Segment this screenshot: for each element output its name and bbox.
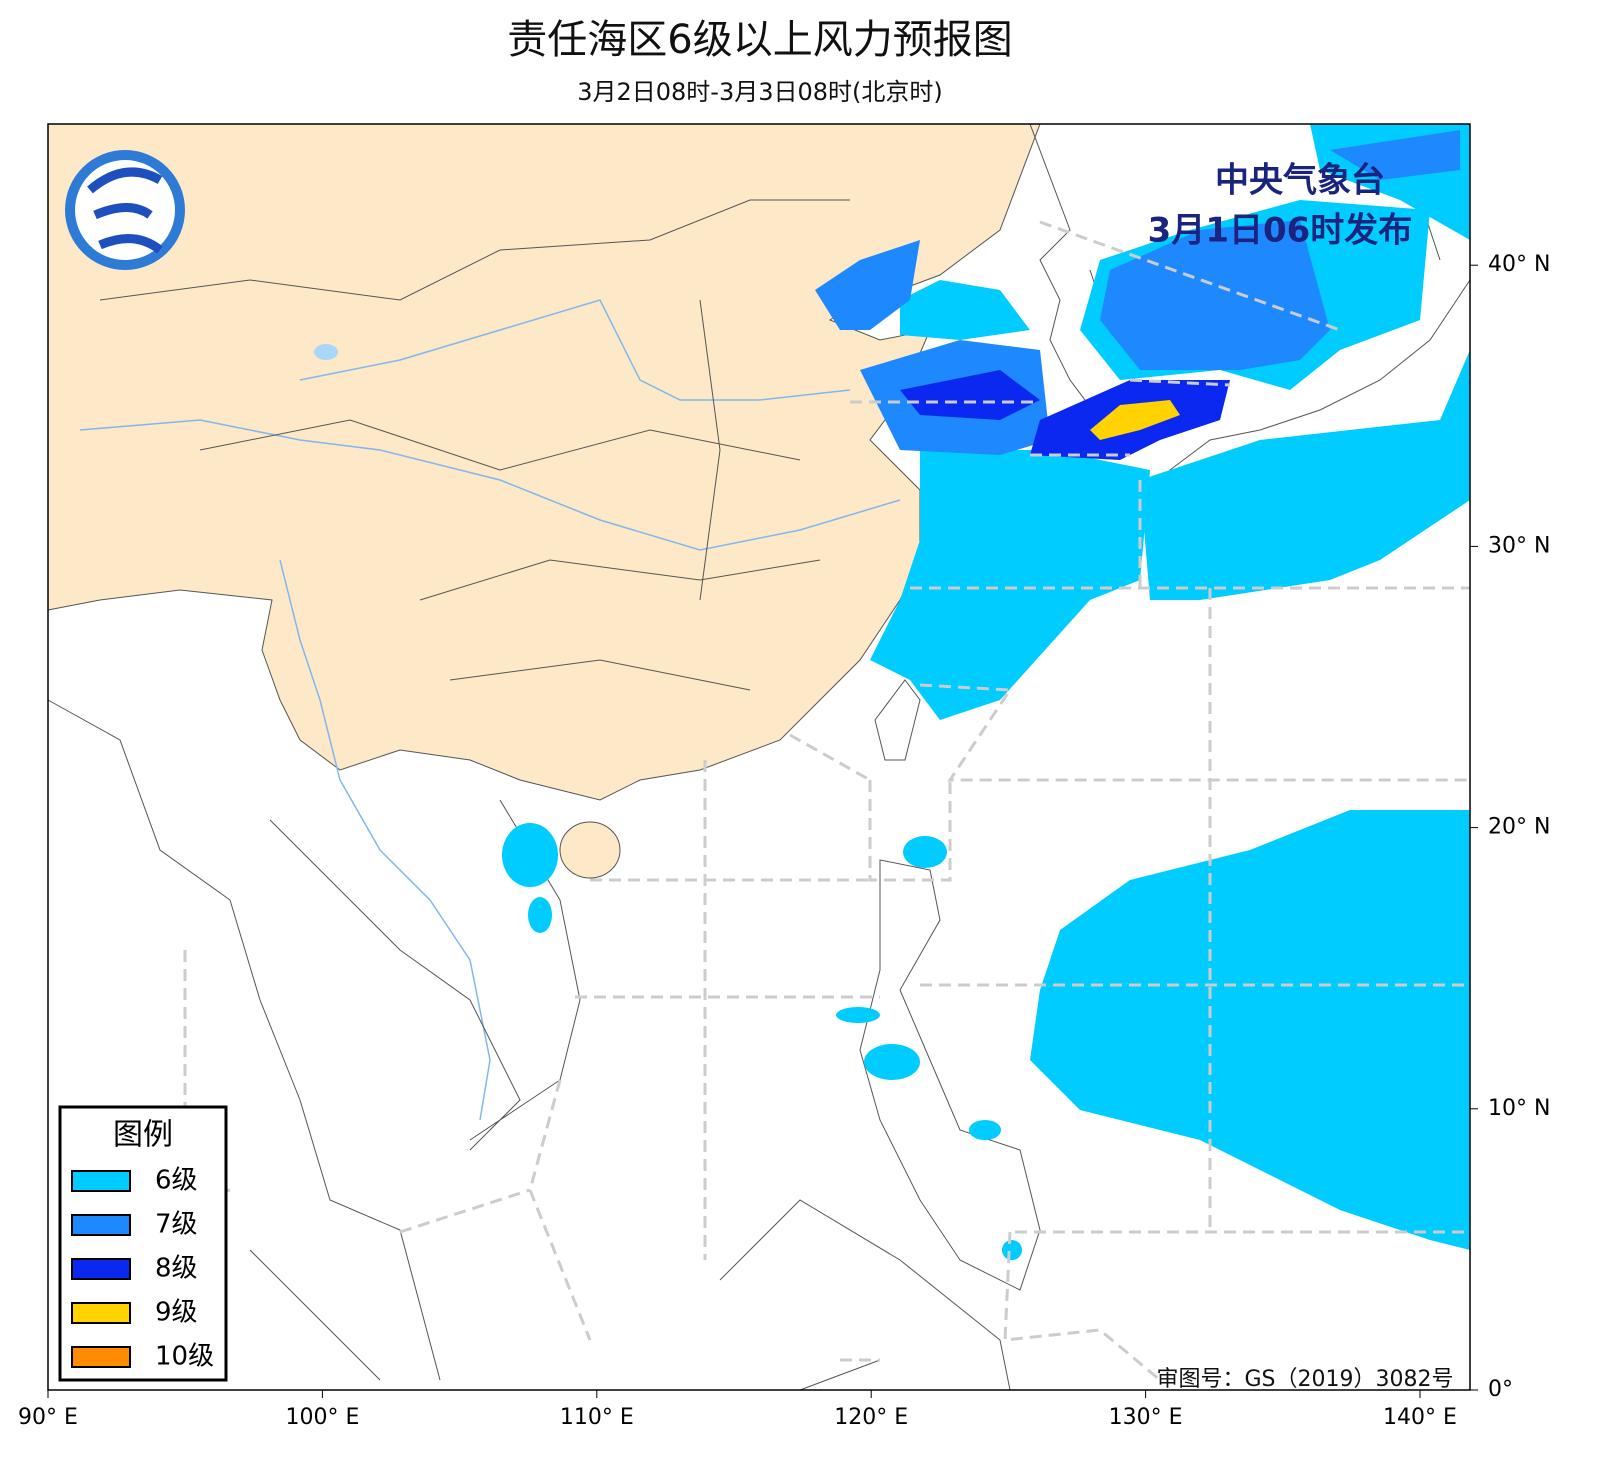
river [299,299,851,401]
legend-label: 10级 [155,1342,214,1372]
legend-label: 6级 [155,1166,198,1196]
wind-area [900,370,1040,420]
wind-area [969,1120,1001,1140]
sea-area-borders [183,220,1470,1382]
x-tick-label: 120° E [834,1405,908,1430]
wind-area [1330,130,1460,180]
legend-swatch [71,1302,131,1324]
x-tick-label: 110° E [560,1405,634,1430]
river [79,419,901,551]
y-tick-label: 30° N [1488,533,1550,558]
wind-area [815,240,920,330]
approval-number: 审图号：GS（2019）3082号 [1157,1367,1454,1392]
title: 责任海区6级以上风力预报图 [507,17,1012,63]
issue-time: 3月1日06时发布 [1148,211,1413,251]
subtitle: 3月2日08时-3月3日08时(北京时) [577,78,943,106]
y-tick-label: 0° [1488,1377,1513,1402]
legend-swatch [71,1346,131,1368]
island-coast [719,679,1041,1391]
y-tick-label: 40° N [1488,252,1550,277]
wind-area [903,836,947,868]
wind-area [1100,220,1330,370]
y-tick-label: 20° N [1488,815,1550,840]
legend-swatch [71,1170,131,1192]
hainan [559,821,621,879]
y-tick-label: 10° N [1488,1096,1550,1121]
agency: 中央气象台 [1215,161,1385,201]
legend-swatch [71,1258,131,1280]
wind-area [1140,350,1470,600]
x-tick-label: 90° E [18,1405,78,1430]
wind-area [836,1007,880,1023]
legend-box [58,1105,228,1382]
legend: 图例 6级 7级 8级 9级 10级 [58,1105,228,1382]
province-border [99,199,850,691]
legend-title: 图例 [113,1118,173,1153]
legend-label: 7级 [155,1210,198,1240]
wind-area [870,450,1150,720]
legend-label: 8级 [155,1254,198,1284]
wind-area [900,280,1030,340]
wind-area [528,897,552,933]
wind-area [1030,810,1470,1250]
logo [65,150,185,270]
legend-label: 9级 [155,1298,198,1328]
x-tick-label: 100° E [285,1405,359,1430]
legend-swatch [71,1214,131,1236]
wind-area [864,1044,920,1080]
map-frame [47,123,1471,1391]
wind-area [1090,400,1180,440]
wind-area [1002,1240,1022,1260]
wind-areas [502,124,1470,1260]
x-tick-label: 140° E [1383,1405,1457,1430]
x-tick-label: 130° E [1109,1405,1183,1430]
wind-area [502,823,558,887]
coastline [47,699,581,1381]
lake [314,344,338,360]
